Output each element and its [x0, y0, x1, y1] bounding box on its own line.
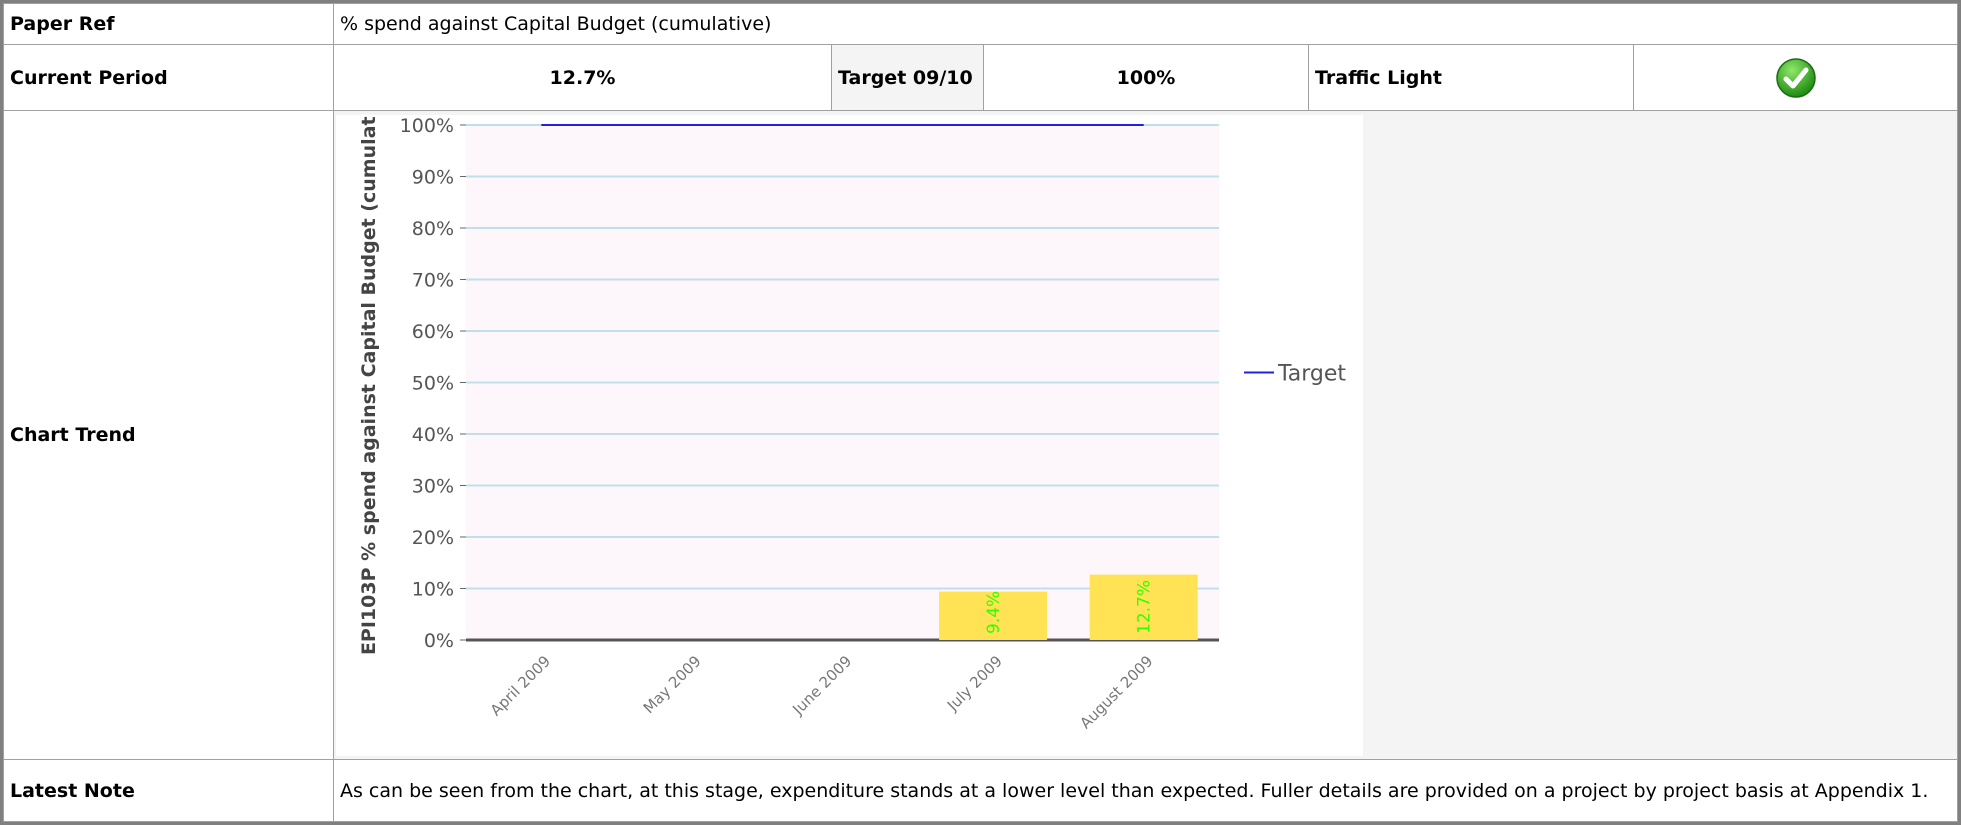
- cell: 12.7%: [333, 44, 832, 111]
- y-tick-label: 10%: [412, 579, 454, 601]
- y-tick-label: 90%: [412, 167, 454, 189]
- y-tick-label: 0%: [424, 630, 454, 652]
- chart: 0% 10% 20% 30% 40% 50% 60% 70% 80% 90% 100% EPI103P…: [336, 115, 1363, 756]
- row-header: Target 09/10: [831, 44, 984, 111]
- cell: 100%: [983, 44, 1309, 111]
- y-tick-label: 70%: [412, 270, 454, 292]
- traffic-light-icon: [1775, 57, 1816, 98]
- value-label: 12.7%: [1135, 580, 1155, 634]
- y-tick-label: 20%: [412, 527, 454, 549]
- cell: As can be seen from the chart, at this s…: [333, 759, 1958, 822]
- row-header: Traffic Light: [1308, 44, 1634, 111]
- y-tick-label: 50%: [412, 373, 454, 395]
- bar: [939, 591, 1048, 640]
- y-tick-label: 40%: [412, 424, 454, 446]
- legend-label: Target: [1277, 362, 1346, 387]
- row-header: Paper Ref: [3, 3, 334, 45]
- traffic-light-cell: [1633, 44, 1958, 111]
- value-label: 9.4%: [984, 591, 1004, 634]
- y-tick-label: 80%: [412, 218, 454, 240]
- row-header: Latest Note: [3, 759, 334, 822]
- bar: [1089, 574, 1198, 640]
- chart-cell: 0% 10% 20% 30% 40% 50% 60% 70% 80% 90% 100% EPI103P…: [333, 110, 1958, 760]
- cell: % spend against Capital Budget (cumulati…: [333, 3, 1958, 45]
- y-tick-label: 100%: [400, 115, 454, 137]
- row-header: Chart Trend: [3, 110, 334, 760]
- row-header: Current Period: [3, 44, 334, 111]
- y-tick-label: 60%: [412, 321, 454, 343]
- y-tick-label: 30%: [412, 476, 454, 498]
- y-axis-label: EPI103P % spend against Capital Budget (…: [358, 115, 380, 655]
